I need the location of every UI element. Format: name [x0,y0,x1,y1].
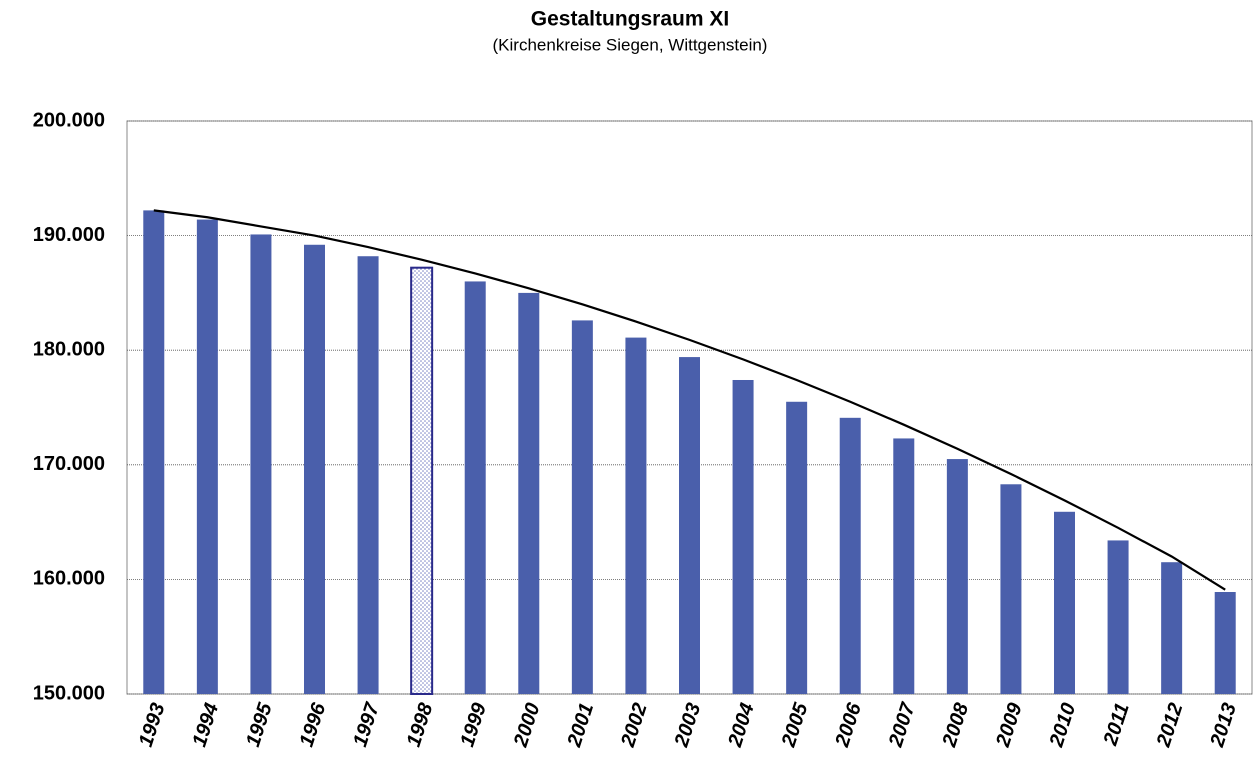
bar [1161,562,1183,694]
bar [839,417,861,694]
x-tick-label: 2011 [1099,700,1134,749]
bar [1000,484,1022,694]
x-tick-label: 2007 [885,700,920,751]
y-tick-label: 180.000 [33,338,105,360]
y-tick-label: 160.000 [33,568,105,590]
x-tick-label: 2003 [670,700,705,750]
bar [1214,592,1236,694]
bar [625,337,647,694]
x-tick-label: 2000 [510,700,545,750]
x-tick-label: 1994 [188,700,223,749]
x-tick-label: 1995 [242,700,277,750]
bar [410,266,434,695]
bar [893,438,915,694]
bar [732,379,754,694]
x-tick-label: 2002 [617,700,652,750]
x-tick-label: 2012 [1152,700,1187,750]
y-tick-label: 170.000 [33,453,105,475]
trend-line [153,209,1226,591]
bar [357,256,379,694]
bar [143,210,165,694]
x-tick-label: 1996 [296,700,331,750]
chart-title: Gestaltungsraum XI [531,8,729,31]
bar [518,292,540,694]
x-tick-label: 2006 [831,700,866,751]
bar [946,459,968,694]
bar [464,281,486,694]
x-tick-label: 2005 [777,700,812,751]
x-tick-label: 2004 [724,700,759,750]
y-tick-label: 190.000 [33,224,105,246]
x-tick-label: 2009 [992,700,1027,751]
x-tick-label: 2010 [1045,700,1080,750]
bar [1107,540,1129,694]
chart-subtitle: (Kirchenkreise Siegen, Wittgenstein) [493,35,768,54]
x-tick-label: 2013 [1206,700,1241,750]
x-tick-label: 1997 [349,700,384,750]
x-tick-label: 1999 [456,700,491,750]
x-tick-label: 2008 [938,700,973,751]
bar [250,234,272,695]
y-tick-label: 200.000 [33,109,105,131]
bar [571,320,593,694]
x-tick-label: 1998 [403,700,438,750]
bar [196,219,218,694]
x-tick-label: 1993 [135,700,170,749]
bar [786,401,808,694]
y-tick-label: 150.000 [33,682,105,704]
x-tick-label: 2001 [563,700,598,750]
bar [679,357,700,694]
bar [1054,511,1075,694]
bar [304,244,325,694]
